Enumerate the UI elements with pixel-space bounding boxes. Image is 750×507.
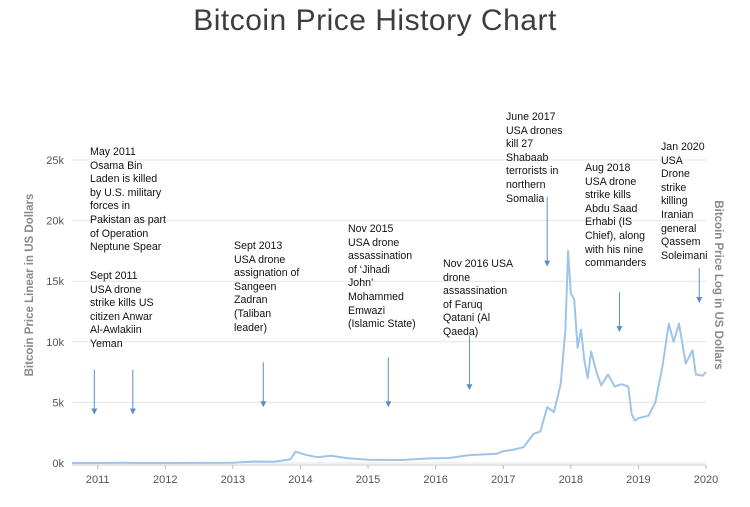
annotation-text: Sept 2013 USA drone assignation of Sange… [234,240,300,334]
y-tick-label: 25k [46,155,64,167]
annotation-text: Aug 2018 USA drone strike kills Abdu Saa… [585,162,647,270]
annotation-arrowhead [616,326,623,333]
x-tick-label: 2019 [626,474,650,486]
x-tick-label: 2013 [221,474,245,486]
annotation-text: June 2017 USA drones kill 27 Shabaab ter… [506,111,563,205]
annotation-arrowhead [696,297,703,304]
annotation-text: Nov 2015 USA drone assassination of ‘Jih… [348,223,416,331]
y-tick-label: 20k [46,216,64,228]
annotation-text: Sept 2011 USA drone strike kills US citi… [90,270,154,350]
annotation-arrowhead [544,260,551,267]
annotation-arrowhead [91,408,98,415]
annotation-arrowhead [385,401,392,408]
y-axis-label-right: Bitcoin Price Log in US Dollars [712,200,724,370]
x-tick-label: 2016 [423,474,447,486]
annotation-text: Nov 2016 USA drone assassination of Faru… [443,258,514,338]
annotation-arrowhead [129,408,136,415]
price-line [72,249,707,464]
chart-title: Bitcoin Price History Chart [193,4,557,37]
x-tick-label: 2017 [491,474,515,486]
x-tick-label: 2020 [694,474,718,486]
y-tick-label: 15k [46,276,64,288]
annotation-text: May 2011 Osama Bin Laden is killed by U.… [90,146,166,254]
y-tick-label: 0k [52,458,64,470]
annotation-arrowhead [260,401,267,408]
annotation-text: Jan 2020 USA Drone strike killing Irania… [661,141,708,262]
y-tick-label: 5k [52,397,64,409]
x-tick-label: 2018 [559,474,583,486]
x-tick-label: 2012 [153,474,177,486]
x-tick-label: 2014 [288,474,312,486]
x-tick-label: 2011 [86,474,110,486]
y-tick-label: 10k [46,337,64,349]
x-tick-label: 2015 [356,474,380,486]
annotation-arrowhead [466,384,473,391]
y-axis-label-left: Bitcoin Price Linear in US Dollars [24,193,36,377]
